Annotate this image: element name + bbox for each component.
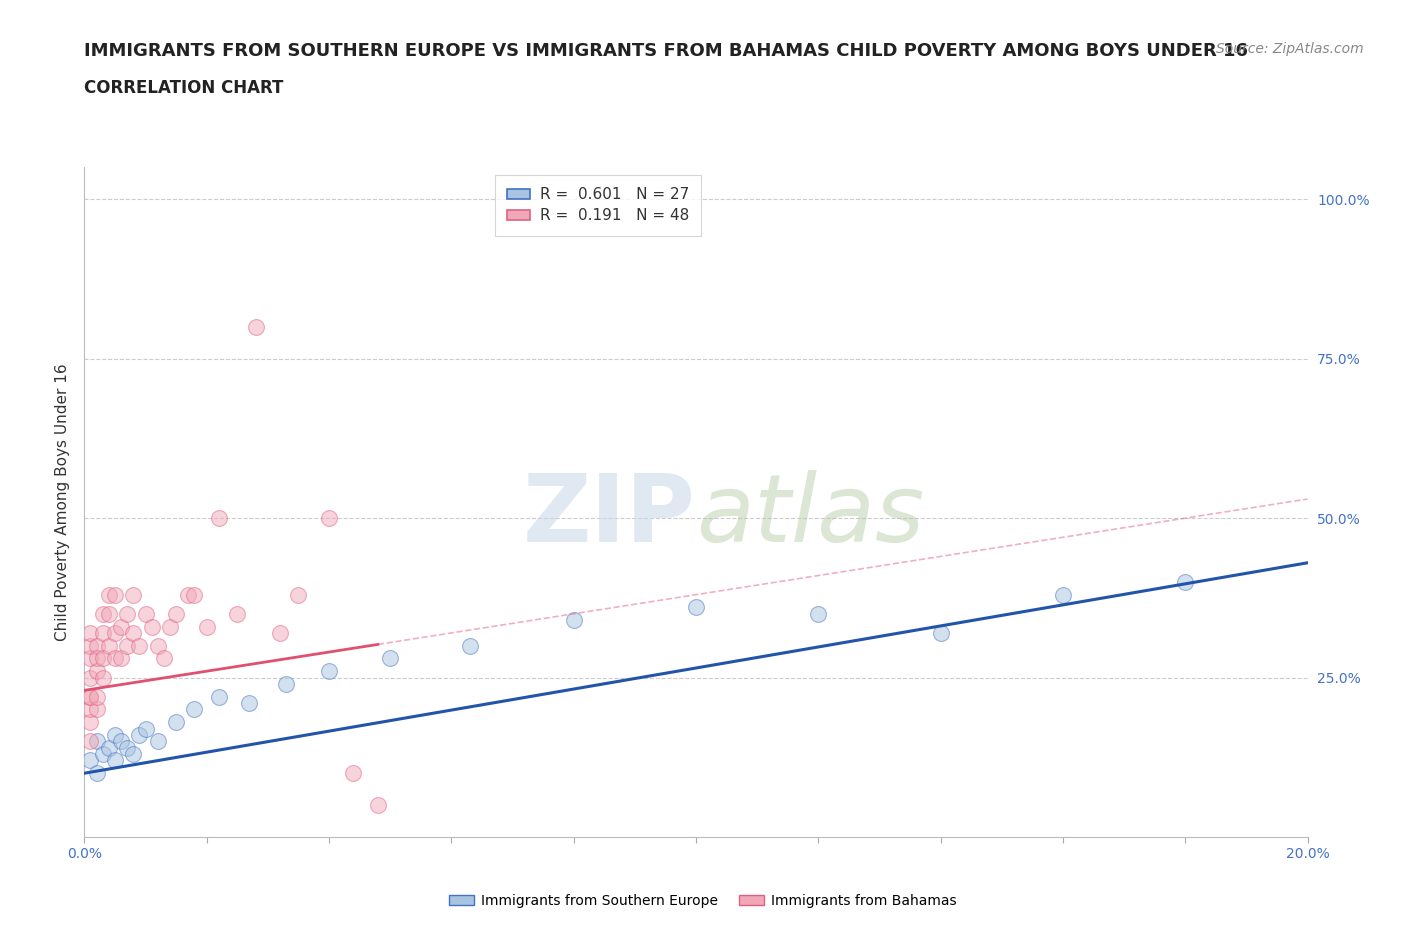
Point (685, 600, 707, 615)
Point (562, 613, 585, 628)
Point (177, 587, 200, 602)
Point (128, 727, 150, 742)
Point (97, 587, 120, 602)
Point (104, 727, 127, 742)
Point (115, 740, 138, 755)
Point (165, 715, 187, 730)
Text: CORRELATION CHART: CORRELATION CHART (84, 79, 284, 97)
Point (110, 619, 132, 634)
Point (86, 664, 108, 679)
Point (79, 626, 101, 641)
Text: IMMIGRANTS FROM SOUTHERN EUROPE VS IMMIGRANTS FROM BAHAMAS CHILD POVERTY AMONG B: IMMIGRANTS FROM SOUTHERN EUROPE VS IMMIG… (84, 42, 1249, 60)
Point (122, 626, 145, 641)
Point (86, 638, 108, 653)
Point (183, 702, 205, 717)
Point (115, 638, 138, 653)
Point (110, 651, 132, 666)
Point (318, 511, 340, 525)
Point (104, 651, 127, 666)
Point (97, 638, 120, 653)
Point (183, 587, 205, 602)
Legend: Immigrants from Southern Europe, Immigrants from Bahamas: Immigrants from Southern Europe, Immigra… (444, 889, 962, 914)
Y-axis label: Child Poverty Among Boys Under 16: Child Poverty Among Boys Under 16 (55, 364, 70, 641)
Point (79, 702, 101, 717)
Point (86, 765, 108, 780)
Point (146, 638, 169, 653)
Point (91, 606, 114, 621)
Point (79, 671, 101, 685)
Point (146, 734, 169, 749)
Point (367, 798, 389, 813)
Point (104, 626, 127, 641)
Point (122, 747, 145, 762)
Point (342, 765, 364, 780)
Point (110, 734, 132, 749)
Point (79, 651, 101, 666)
Point (97, 606, 120, 621)
Point (318, 664, 340, 679)
Point (807, 606, 830, 621)
Point (79, 734, 101, 749)
Point (104, 753, 127, 768)
Point (287, 587, 309, 602)
Point (122, 587, 145, 602)
Point (276, 676, 298, 691)
Point (929, 626, 952, 641)
Point (458, 638, 481, 653)
Text: atlas: atlas (696, 470, 924, 561)
Point (91, 747, 114, 762)
Point (104, 587, 127, 602)
Point (79, 689, 101, 704)
Point (86, 651, 108, 666)
Point (208, 689, 231, 704)
Point (91, 671, 114, 685)
Point (79, 753, 101, 768)
Point (86, 702, 108, 717)
Point (153, 651, 176, 666)
Point (141, 619, 163, 634)
Point (79, 638, 101, 653)
Point (238, 696, 260, 711)
Point (208, 511, 231, 525)
Legend: R =  0.601   N = 27, R =  0.191   N = 48: R = 0.601 N = 27, R = 0.191 N = 48 (495, 175, 702, 235)
Point (79, 715, 101, 730)
Text: Source: ZipAtlas.com: Source: ZipAtlas.com (1216, 42, 1364, 56)
Point (195, 619, 218, 634)
Point (1174, 575, 1197, 590)
Point (86, 689, 108, 704)
Point (97, 740, 120, 755)
Point (128, 638, 150, 653)
Point (1052, 587, 1074, 602)
Point (380, 651, 402, 666)
Point (115, 606, 138, 621)
Point (91, 626, 114, 641)
Point (245, 319, 267, 334)
Point (135, 721, 157, 736)
Point (91, 651, 114, 666)
Point (79, 689, 101, 704)
Point (135, 606, 157, 621)
Point (86, 734, 108, 749)
Point (226, 606, 249, 621)
Point (159, 619, 181, 634)
Text: ZIP: ZIP (523, 470, 696, 562)
Point (269, 626, 291, 641)
Point (165, 606, 187, 621)
